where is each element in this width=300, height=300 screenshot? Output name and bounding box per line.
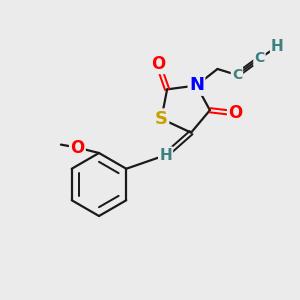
Text: N: N [189,76,204,94]
Text: H: H [271,39,284,54]
Text: O: O [228,104,242,122]
Text: C: C [254,52,265,65]
Text: S: S [155,110,168,128]
Text: O: O [151,55,165,73]
Text: O: O [70,139,85,157]
Text: H: H [159,148,172,163]
Text: C: C [232,68,242,82]
